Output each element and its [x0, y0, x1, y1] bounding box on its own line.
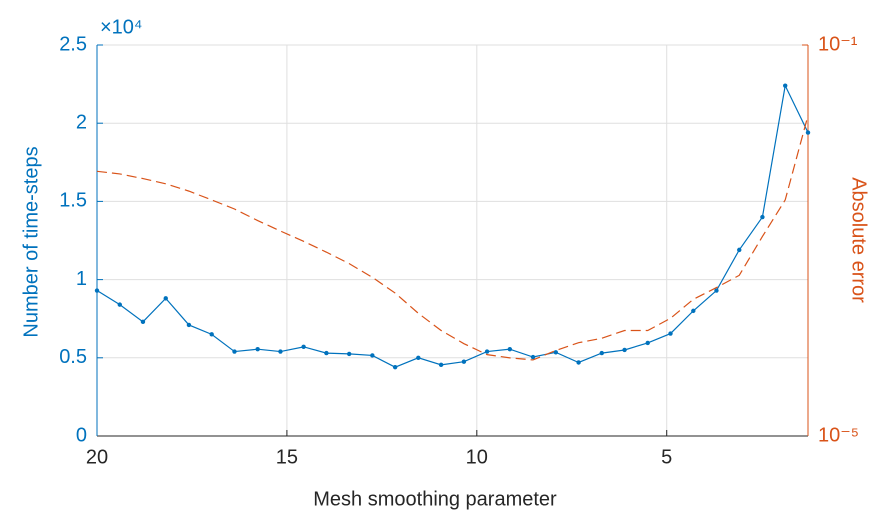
y2-axis-label: Absolute error — [848, 177, 870, 303]
point — [232, 349, 237, 354]
point — [438, 362, 444, 368]
x-tick-label: 20 — [86, 446, 108, 468]
point — [209, 332, 214, 337]
point — [783, 83, 788, 88]
y-exponent: ×10⁴ — [100, 16, 143, 38]
x-tick-label: 15 — [276, 446, 298, 468]
y-tick-label: 1 — [76, 268, 87, 290]
point — [714, 288, 719, 293]
y-tick-label: 2.5 — [59, 33, 87, 55]
point — [530, 354, 536, 360]
point — [553, 350, 559, 355]
y-tick-label: 1.5 — [59, 190, 87, 212]
point — [599, 350, 604, 356]
point — [461, 359, 467, 364]
y-tick-label: 2 — [76, 111, 87, 133]
point — [186, 322, 192, 328]
y2-tick-label: 10⁻¹ — [818, 33, 858, 55]
point — [255, 346, 260, 352]
point — [392, 364, 398, 370]
point — [805, 130, 811, 135]
point — [691, 308, 696, 314]
point — [94, 288, 100, 293]
point — [760, 214, 765, 220]
x-tick-label: 10 — [466, 446, 488, 468]
point — [645, 340, 650, 346]
point — [117, 302, 122, 307]
point — [507, 346, 513, 352]
point — [140, 319, 146, 325]
point — [668, 331, 673, 336]
point — [576, 360, 581, 365]
point — [301, 344, 306, 350]
point — [324, 350, 329, 356]
point — [484, 349, 490, 354]
y-tick-label: 0 — [76, 424, 87, 446]
point — [370, 353, 375, 358]
x-axis-label: Mesh smoothing parameter — [313, 488, 557, 510]
x-tick-label: 5 — [661, 446, 672, 468]
point — [416, 355, 421, 360]
y-axis-label: Number of time-steps — [20, 146, 42, 337]
y-tick-label: 0.5 — [59, 346, 87, 368]
point — [163, 296, 168, 301]
point — [278, 349, 283, 354]
y2-tick-label: 10⁻⁵ — [818, 424, 859, 446]
series-line — [96, 115, 809, 361]
point — [622, 347, 627, 353]
point — [346, 351, 352, 357]
point — [737, 247, 742, 253]
series-line — [96, 83, 809, 368]
